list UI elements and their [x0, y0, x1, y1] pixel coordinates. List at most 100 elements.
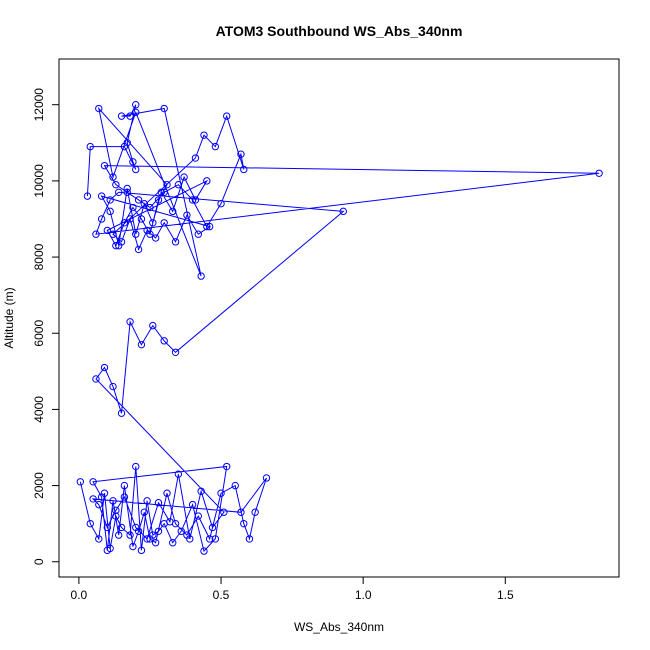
data-point	[174, 470, 183, 478]
data-point	[95, 500, 103, 509]
data-point	[237, 150, 245, 158]
data-point	[109, 230, 117, 238]
data-point	[197, 272, 205, 280]
data-point	[103, 546, 112, 555]
data-point	[191, 196, 200, 204]
data-point	[183, 211, 191, 219]
y-tick-label: 8000	[32, 243, 46, 270]
data-point	[194, 230, 202, 238]
data-point	[200, 131, 208, 139]
data-point	[149, 321, 157, 330]
data-point	[109, 173, 117, 181]
data-point	[140, 508, 148, 516]
data-point	[140, 200, 148, 208]
y-axis: 0 2000 4000 6000 8000 10000 12000	[32, 88, 60, 565]
data-point	[262, 474, 271, 482]
y-tick-label: 4000	[32, 396, 46, 423]
x-tick-label: 0.0	[71, 588, 88, 602]
data-point	[197, 487, 205, 496]
data-point	[112, 180, 120, 189]
data-point	[251, 508, 259, 516]
data-point	[89, 478, 97, 486]
data-point	[100, 161, 109, 170]
data-point	[194, 512, 202, 520]
data-point	[160, 188, 168, 197]
data-point	[103, 523, 112, 532]
data-point	[143, 535, 151, 543]
plot-frame	[58, 58, 620, 578]
data-point	[117, 523, 126, 532]
data-point	[123, 188, 131, 197]
data-point	[129, 542, 137, 551]
data-point	[83, 192, 92, 200]
data-point	[240, 165, 248, 174]
data-point	[126, 112, 134, 120]
data-point	[166, 518, 174, 526]
data-point	[188, 500, 197, 509]
data-point	[137, 215, 146, 223]
data-point	[132, 108, 140, 117]
data-point	[240, 519, 248, 528]
data-point	[120, 493, 129, 501]
data-point	[146, 203, 154, 212]
data-point	[129, 158, 137, 166]
data-point	[171, 348, 180, 356]
data-point	[160, 219, 168, 227]
data-point	[117, 409, 126, 417]
data-point	[163, 489, 171, 497]
data-point	[203, 177, 211, 185]
data-point	[97, 215, 106, 223]
data-point	[191, 154, 200, 162]
data-point	[123, 184, 131, 193]
chart-title: ATOM3 Southbound WS_Abs_340nm	[216, 23, 463, 39]
data-point	[245, 535, 254, 543]
x-axis: 0.0 0.5 1.0 1.5	[71, 576, 514, 602]
data-point	[211, 535, 220, 543]
data-point	[163, 180, 171, 189]
x-tick-label: 1.0	[355, 588, 372, 602]
data-point	[339, 207, 347, 216]
data-point	[89, 495, 97, 503]
data-point	[97, 493, 106, 501]
data-point	[171, 238, 180, 246]
data-point	[223, 112, 231, 120]
data-point	[203, 222, 211, 231]
data-point	[151, 539, 160, 547]
y-tick-label: 10000	[32, 164, 46, 198]
data-point	[132, 101, 140, 109]
data-point	[86, 519, 94, 528]
data-point	[169, 207, 177, 216]
data-point	[146, 535, 154, 543]
data-point	[86, 142, 94, 151]
y-axis-label: Altitude (m)	[2, 287, 16, 348]
data-point	[117, 112, 126, 120]
data-point	[143, 497, 151, 505]
data-point	[205, 222, 214, 231]
data-point	[114, 241, 123, 250]
data-point	[231, 481, 239, 490]
data-point	[97, 192, 106, 200]
y-tick-label: 2000	[32, 472, 46, 499]
data-point	[180, 173, 188, 181]
data-point	[137, 546, 146, 555]
data-point	[114, 531, 123, 539]
data-point	[132, 230, 140, 238]
data-point	[92, 230, 100, 238]
data-point	[109, 382, 117, 391]
data-point	[132, 462, 140, 471]
data-point	[220, 508, 228, 516]
data-point	[205, 535, 214, 543]
data-point	[126, 318, 134, 326]
data-point	[146, 230, 154, 238]
data-point	[211, 142, 220, 151]
data-point	[154, 527, 163, 535]
y-tick-label: 6000	[32, 320, 46, 347]
data-point	[177, 527, 185, 535]
data-point	[208, 523, 217, 532]
data-point	[160, 104, 168, 113]
data-point	[95, 104, 103, 113]
data-point	[95, 535, 103, 543]
data-point	[169, 539, 177, 547]
data-point	[109, 497, 117, 505]
y-tick-label: 12000	[32, 88, 46, 122]
